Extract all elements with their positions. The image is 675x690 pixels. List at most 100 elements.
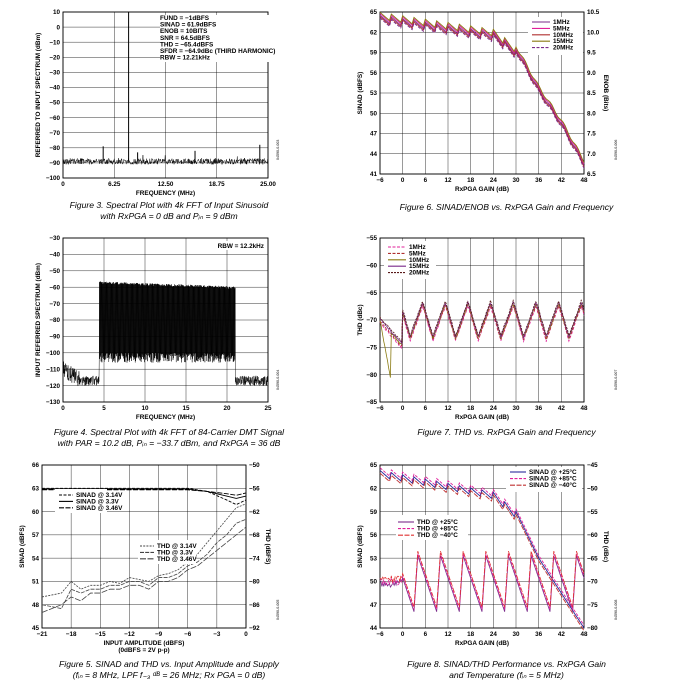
- sinad-series-trace: [379, 16, 585, 168]
- annotation-line: RBW = 12.2kHz: [218, 243, 264, 250]
- legend-label: THD @ −40°C: [417, 531, 458, 539]
- legend-box: [528, 17, 583, 55]
- x-tick-label: 25.00: [260, 181, 276, 188]
- y-tick-label: 44: [370, 625, 378, 632]
- y-tick-label: −130: [46, 399, 61, 406]
- y-tick-label: −60: [49, 115, 60, 122]
- y-tick-label: −70: [49, 301, 60, 308]
- x-tick-label: 48: [580, 405, 588, 412]
- y2-tick-label: 10.0: [587, 29, 600, 36]
- annotation-box: [160, 15, 272, 62]
- annotation-line: SFDR = −64.9dBc (THIRD HARMONIC): [160, 48, 275, 55]
- x-tick-label: 30: [512, 177, 520, 184]
- annotation-line: RBW = 12.21kHz: [160, 55, 210, 62]
- y-tick-label: −120: [46, 383, 61, 390]
- legend-label: THD @ 3.3V: [157, 549, 194, 556]
- x-axis-sublabel: (0dBFS = 2V p-p): [118, 647, 169, 654]
- legend-label: 20MHz: [553, 45, 573, 52]
- dmt-spectrum-trace: [62, 281, 269, 387]
- annotation-line: SNR = 64.5dBFS: [160, 35, 211, 42]
- y-tick-label: −20: [49, 54, 60, 61]
- x-tick-label: 24: [490, 177, 498, 184]
- figure-caption: Figure 4. Spectral Plot with 4k FFT of 8…: [0, 427, 338, 449]
- y2-tick-label: −60: [587, 532, 598, 539]
- y-tick-label: 62: [370, 29, 378, 36]
- annotation-line: FUND = −1dBFS: [160, 15, 210, 22]
- sinad-series-trace: [379, 467, 585, 626]
- sinad-series-trace: [379, 17, 585, 169]
- sinad-series-trace: [379, 472, 585, 631]
- y2-tick-label: −45: [587, 462, 598, 469]
- plot-frame: [379, 464, 585, 629]
- figure-4-spectral-plot-dmt: 0 5 10 15 20 25 −30 −40 −50 −60 −70 −80 −90 −100 −110 −…: [0, 230, 338, 460]
- legend-box: [396, 515, 468, 540]
- fig7-svg: −6 0 6 12 18 24 30 36 42 48−55−60−65−70−75−80−85R…: [357, 235, 618, 421]
- x-tick-label: 30: [512, 631, 520, 638]
- x-tick-label: 5: [102, 405, 106, 412]
- x-tick-label: −21: [37, 631, 48, 638]
- plot-frame: [62, 237, 269, 403]
- y-tick-label: 59: [370, 50, 378, 57]
- sinad-series-trace: [42, 487, 247, 506]
- y-tick-label: −85: [366, 399, 377, 406]
- caption-line: Figure 4. Spectral Plot with 4k FFT of 8…: [53, 427, 285, 437]
- figure-6-sinad-enob-vs-gain: −6 0 6 12 18 24 30 36 42 48 65 62 59 56 53 50 47 44 41 10.5…: [338, 0, 675, 230]
- y-tick-label: −30: [49, 235, 60, 242]
- y-tick-label: 59: [370, 509, 378, 516]
- plot-frame: [379, 11, 585, 175]
- x-tick-label: 18: [467, 405, 475, 412]
- y-tick-label: 44: [370, 151, 378, 158]
- x-tick-label: 48: [580, 177, 588, 184]
- y-tick-label: 50: [370, 579, 378, 586]
- y-tick-label: 65: [370, 9, 378, 16]
- thd-series-trace: [379, 303, 585, 347]
- y2-axis-label: ENOB (Bits): [602, 75, 609, 112]
- x-axis-label: RxPGA GAIN (dB): [455, 186, 509, 193]
- x-tick-label: 10: [141, 405, 149, 412]
- y-tick-label: 41: [370, 171, 378, 178]
- x-tick-label: 0: [61, 405, 65, 412]
- figure-code: 04590-0-005: [276, 600, 280, 620]
- y2-tick-label: 10.5: [587, 9, 600, 16]
- annotation-line: ENOB = 10BITS: [160, 28, 208, 35]
- x-tick-label: 0: [401, 405, 405, 412]
- legend-label: THD @ +25°C: [417, 518, 458, 526]
- y2-tick-label: 8.5: [587, 90, 596, 97]
- thd-series-trace: [41, 503, 247, 598]
- legend-label: 5MHz: [553, 25, 570, 32]
- x-tick-label: 12.50: [158, 181, 174, 188]
- caption-line: and Temperature (fᵢₙ = 5 MHz): [449, 670, 564, 680]
- figure-caption: Figure 3. Spectral Plot with 4k FFT of I…: [0, 200, 338, 222]
- x-tick-label: 15: [182, 405, 190, 412]
- y2-tick-label: −70: [587, 579, 598, 586]
- x-tick-label: 24: [490, 631, 498, 638]
- figure-caption: Figure 6. SINAD/ENOB vs. RxPGA Gain and …: [338, 202, 675, 213]
- figure-code: 04590-0-003: [276, 140, 280, 160]
- sinad-series-trace: [42, 489, 247, 496]
- x-tick-label: −6: [376, 405, 384, 412]
- y-tick-label: −110: [46, 366, 60, 373]
- legend-label: SINAD @ 3.14V: [76, 492, 123, 499]
- figure-caption: Figure 7. THD vs. RxPGA Gain and Frequen…: [338, 427, 675, 438]
- y2-tick-label: −56: [249, 485, 260, 492]
- y2-axis-label: THD (dBFS): [264, 529, 271, 565]
- y-tick-label: 53: [370, 555, 378, 562]
- y-tick-label: −80: [49, 317, 60, 324]
- caption-line: Figure 5. SINAD and THD vs. Input Amplit…: [59, 659, 279, 669]
- caption-line: Figure 3. Spectral Plot with 4k FFT of I…: [69, 200, 269, 210]
- y2-tick-label: −86: [249, 602, 260, 609]
- y-tick-label: 45: [32, 625, 40, 632]
- x-tick-label: 42: [558, 631, 566, 638]
- x-tick-label: −12: [124, 631, 135, 638]
- legend-box: [506, 467, 582, 492]
- legend-label: THD @ 3.14V: [157, 543, 197, 550]
- y-tick-label: 53: [370, 90, 378, 97]
- figure-caption: Figure 8. SINAD/THD Performance vs. RxPG…: [338, 659, 675, 681]
- figure-caption: Figure 5. SINAD and THD vs. Input Amplit…: [0, 659, 338, 681]
- y-tick-label: 56: [370, 70, 378, 77]
- y-tick-label: −30: [49, 70, 60, 77]
- x-tick-label: 20: [223, 405, 231, 412]
- y2-tick-label: 9.5: [587, 50, 596, 57]
- caption-line: Figure 8. SINAD/THD Performance vs. RxPG…: [407, 659, 606, 669]
